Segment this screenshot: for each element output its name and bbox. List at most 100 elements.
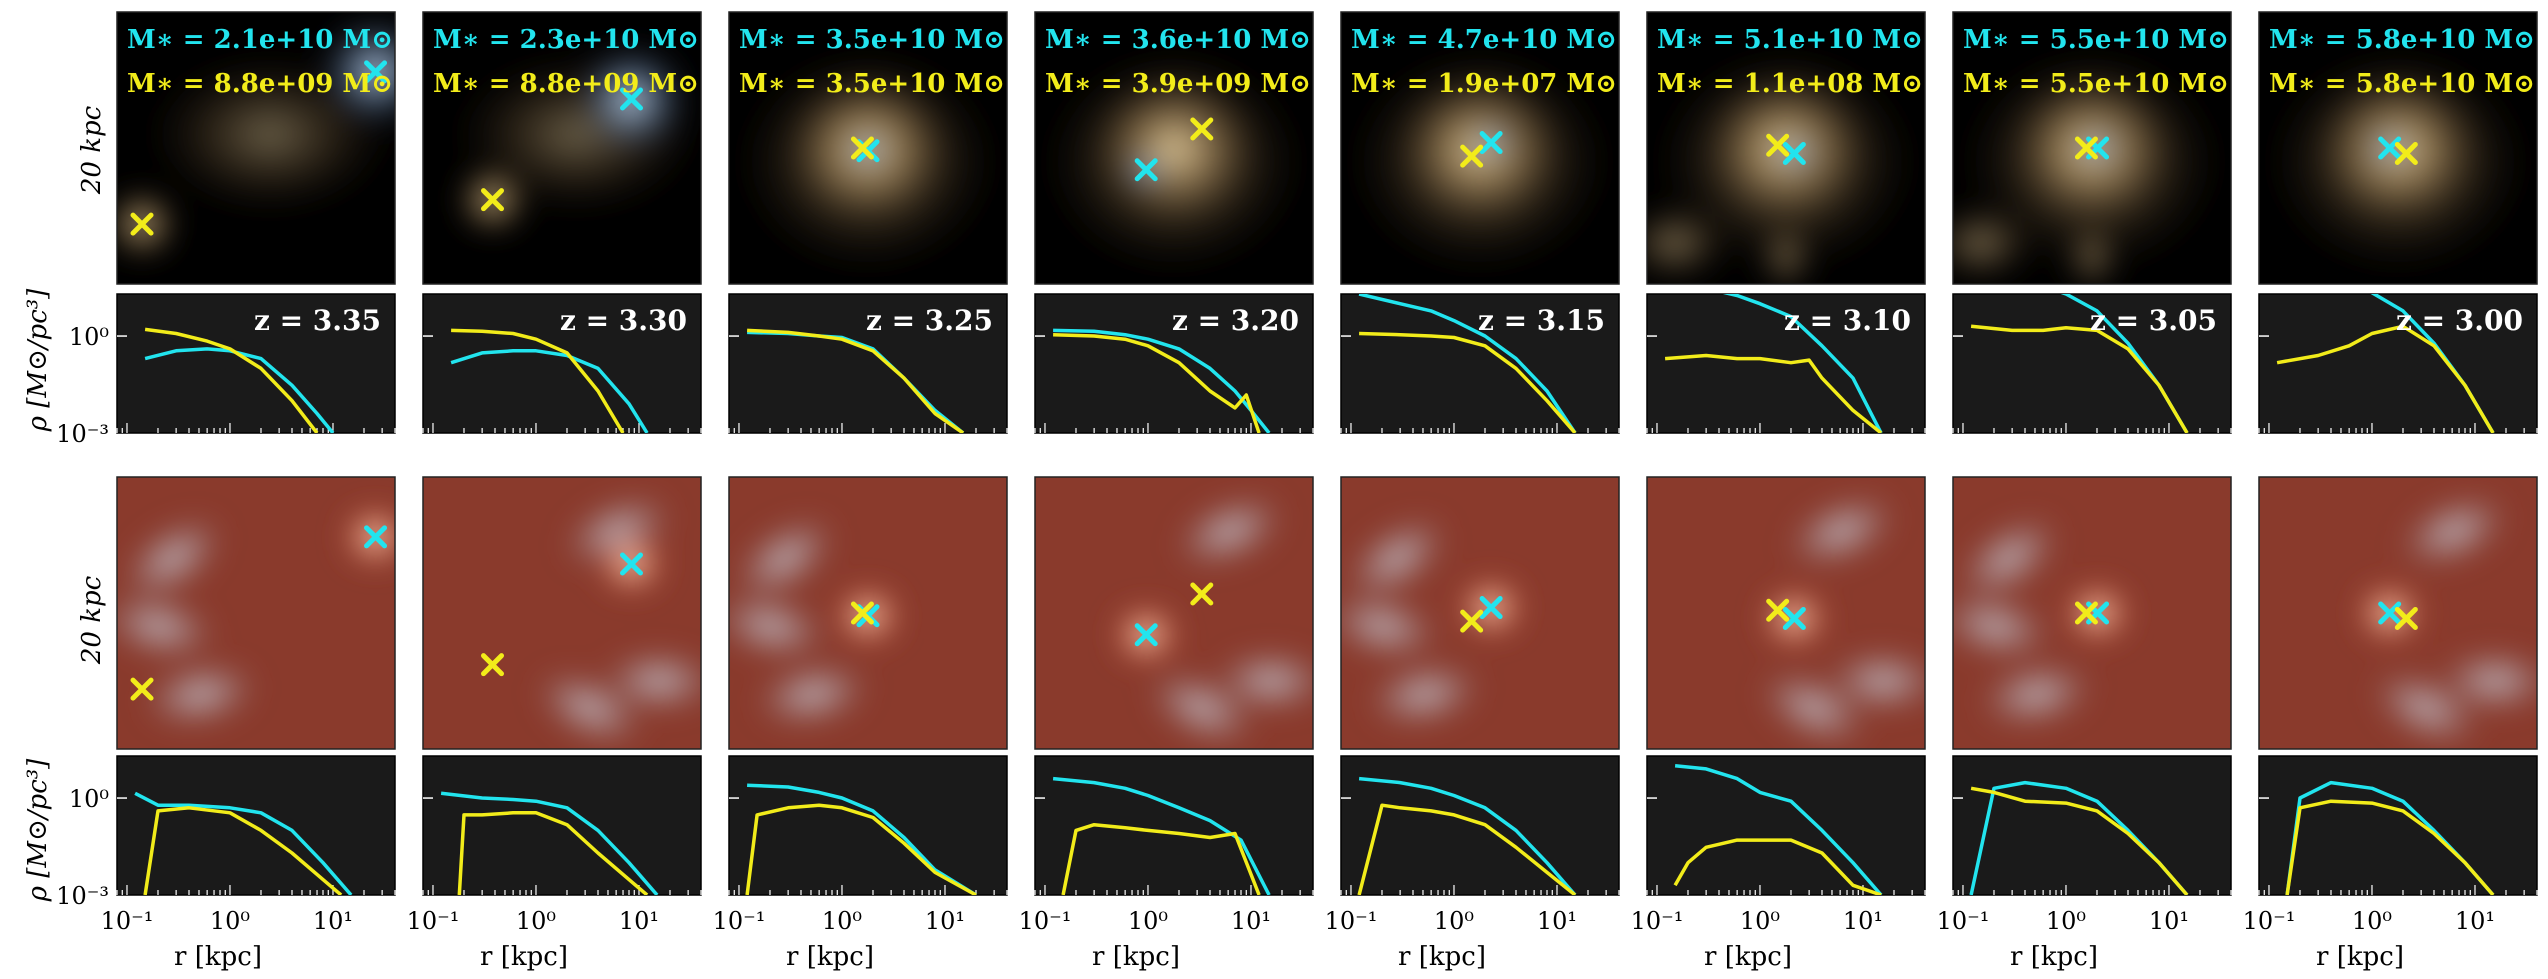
xtick-label: 10⁰ [2352, 907, 2392, 935]
xtick-label: 10⁰ [516, 907, 556, 935]
cyan-marker [1134, 158, 1158, 182]
yellow-marker [1190, 117, 1214, 141]
xtick-label: 10⁻¹ [101, 907, 154, 935]
gas-profile-2 [728, 755, 1008, 896]
stellar-image-2: M∗ = 3.5e+10 M⊙ M∗ = 3.5e+10 M⊙ [728, 11, 1008, 285]
stellar-image-4: M∗ = 4.7e+10 M⊙ M∗ = 1.9e+07 M⊙ [1340, 11, 1620, 285]
profile-line-yellow [745, 803, 977, 895]
stellar-profile-5: z = 3.10 [1646, 293, 1926, 434]
stellar-image-5: M∗ = 5.1e+10 M⊙ M∗ = 1.1e+08 M⊙ [1646, 11, 1926, 285]
stellar-image-1: M∗ = 2.3e+10 M⊙ M∗ = 8.8e+09 M⊙ [422, 11, 702, 285]
redshift-label: z = 3.35 [254, 304, 381, 337]
profile-line-yellow [144, 327, 319, 433]
yellow-marker [130, 212, 154, 236]
xtick-label: 10⁰ [1434, 907, 1474, 935]
profile-line-yellow [1357, 803, 1577, 895]
stellar-mass-yellow: M∗ = 1.1e+08 M⊙ [1657, 69, 1923, 99]
xtick-label: 10¹ [925, 907, 965, 935]
stellar-mass-cyan: M∗ = 3.6e+10 M⊙ [1045, 25, 1311, 55]
profile-line-yellow [143, 806, 343, 895]
xtick-label: 10¹ [619, 907, 659, 935]
redshift-label: z = 3.25 [866, 304, 993, 337]
xtick-label: 10¹ [1231, 907, 1271, 935]
xtick-label: 10⁻¹ [1937, 907, 1990, 935]
profile-line-cyan [450, 349, 649, 433]
gas-profile-3 [1034, 755, 1314, 896]
x-axis-label: r [kpc] [480, 942, 568, 972]
yellow-marker [850, 601, 874, 625]
yellow-marker [1766, 598, 1790, 622]
profile-line-yellow [1970, 786, 2189, 895]
gas-image-0 [116, 476, 396, 750]
stellar-profile-0: z = 3.35 [116, 293, 396, 434]
profile-line-yellow [1359, 331, 1577, 433]
cyan-marker [620, 87, 643, 111]
stellar-mass-yellow: M∗ = 5.5e+10 M⊙ [1963, 69, 2229, 99]
gas-profile-0 [116, 755, 396, 896]
gas-profile-5 [1646, 755, 1926, 896]
xtick-label: 10¹ [1843, 907, 1883, 935]
cyan-marker [1782, 606, 1806, 630]
yellow-marker [2074, 136, 2098, 160]
xtick-label: 10⁻¹ [1631, 907, 1684, 935]
gas-profile-6 [1952, 755, 2232, 896]
ytick-label-1e-3: 10⁻³ [56, 420, 109, 448]
x-axis-label: r [kpc] [174, 942, 262, 972]
xtick-label: 10⁻¹ [713, 907, 766, 935]
scale-label-bottom: 20 kpc [77, 575, 107, 665]
profile-line-cyan [134, 791, 353, 895]
gas-image-5 [1646, 476, 1926, 750]
cyan-marker [620, 552, 643, 576]
xtick-label: 10⁰ [210, 907, 250, 935]
xtick-label: 10⁻¹ [1325, 907, 1378, 935]
redshift-label: z = 3.20 [1172, 304, 1299, 337]
yellow-marker [1190, 582, 1214, 606]
cyan-marker [364, 525, 388, 549]
ytick-label-1e0: 10⁰ [69, 785, 109, 813]
cyan-marker [1134, 623, 1158, 647]
profile-line-yellow [1053, 332, 1261, 433]
stellar-mass-cyan: M∗ = 5.8e+10 M⊙ [2269, 25, 2535, 55]
profile-line-yellow [747, 328, 965, 433]
cyan-marker [2378, 136, 2402, 160]
stellar-profile-4: z = 3.15 [1340, 293, 1620, 434]
xtick-label: 10¹ [2455, 907, 2495, 935]
panels-grid: M∗ = 2.1e+10 M⊙ M∗ = 8.8e+09 M⊙ z = 3.35 10… [56, 11, 2538, 972]
gas-image-2 [728, 476, 1008, 750]
cyan-marker [1479, 131, 1503, 155]
yellow-marker [1460, 144, 1484, 168]
yellow-marker [850, 136, 874, 160]
cyan-marker [1479, 596, 1503, 620]
stellar-mass-cyan: M∗ = 5.1e+10 M⊙ [1657, 25, 1923, 55]
stellar-mass-cyan: M∗ = 5.5e+10 M⊙ [1963, 25, 2229, 55]
profile-line-yellow [1970, 324, 2189, 433]
gas-image-3 [1034, 476, 1314, 750]
profile-line-yellow [2285, 799, 2495, 895]
xtick-label: 10⁰ [1128, 907, 1168, 935]
profile-line-cyan [1053, 328, 1271, 433]
profile-line-cyan [440, 791, 659, 895]
profile-line-yellow [451, 328, 625, 433]
redshift-label: z = 3.30 [560, 304, 687, 337]
profile-line-yellow [1664, 353, 1883, 433]
redshift-label: z = 3.10 [1784, 304, 1911, 337]
xtick-label: 10⁻¹ [2243, 907, 2296, 935]
x-axis-label: r [kpc] [786, 942, 874, 972]
xtick-label: 10⁰ [2046, 907, 2086, 935]
yellow-marker [2394, 606, 2418, 630]
ytick-label-1e0: 10⁰ [69, 323, 109, 351]
xtick-label: 10⁻¹ [407, 907, 460, 935]
stellar-mass-cyan: M∗ = 2.1e+10 M⊙ [127, 25, 393, 55]
stellar-mass-yellow: M∗ = 3.5e+10 M⊙ [739, 69, 1005, 99]
yellow-marker [1460, 609, 1484, 633]
stellar-image-0: M∗ = 2.1e+10 M⊙ M∗ = 8.8e+09 M⊙ [116, 11, 396, 285]
yellow-marker [130, 677, 154, 701]
gas-image-7 [2258, 476, 2538, 750]
profile-line-cyan [1358, 294, 1577, 433]
x-axis-label: r [kpc] [1704, 942, 1792, 972]
cyan-marker [2378, 601, 2402, 625]
yellow-marker [2074, 601, 2098, 625]
gas-image-4 [1340, 476, 1620, 750]
cyan-marker [364, 60, 388, 84]
